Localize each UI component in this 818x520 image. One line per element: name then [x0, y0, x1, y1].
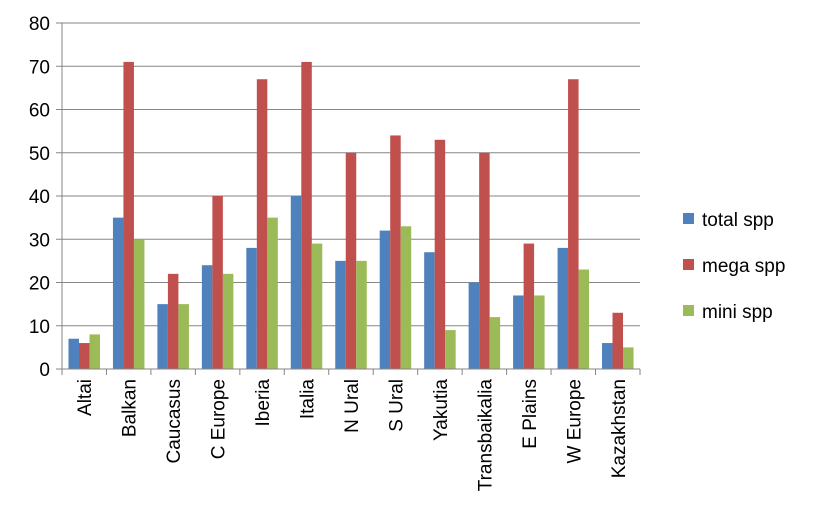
- bar-mini-spp-N-Ural: [356, 260, 367, 369]
- x-category-label: Altai: [75, 379, 96, 416]
- y-tick-label: 40: [29, 187, 50, 208]
- x-category-label: S Ural: [386, 379, 407, 432]
- bar-total-spp-Caucasus: [157, 304, 168, 369]
- x-category-labels: Altai Balkan Caucasus C Europe Iberia Italia N…: [75, 379, 630, 492]
- y-tick-label: 0: [39, 360, 50, 381]
- bar-mini-spp-Balkan: [133, 239, 145, 369]
- bar-mini-spp-Caucasus: [178, 304, 189, 369]
- x-category-label: Balkan: [120, 379, 141, 437]
- bar-mega-spp-Balkan: [123, 61, 134, 370]
- bar-mini-spp-S-Ural: [400, 226, 412, 369]
- bar-mega-spp-W-Europe: [568, 79, 579, 369]
- bar-mega-spp-Caucasus: [167, 273, 179, 369]
- bar-total-spp-Balkan: [112, 217, 124, 369]
- bars: [68, 61, 634, 370]
- bar-mega-spp-C-Europe: [212, 196, 223, 369]
- bar-mega-spp-Altai: [78, 343, 90, 369]
- bar-total-spp-C-Europe: [201, 265, 213, 369]
- bar-mega-spp-S-Ural: [390, 135, 401, 369]
- bar-mini-spp-C-Europe: [222, 273, 234, 369]
- bar-total-spp-Transbaikalia: [468, 282, 480, 369]
- bar-mega-spp-E-Plains: [523, 243, 535, 369]
- bar-mini-spp-W-Europe: [578, 269, 590, 369]
- x-category-label: Iberia: [253, 379, 274, 427]
- bar-total-spp-Iberia: [246, 247, 257, 369]
- bar-mini-spp-Transbaikalia: [489, 317, 501, 369]
- x-category-label: N Ural: [342, 379, 363, 433]
- x-category-label: E Plains: [520, 379, 541, 449]
- bar-total-spp-Altai: [68, 338, 79, 369]
- legend: total spp mega spp mini spp: [683, 210, 785, 323]
- x-category-label: Yakutia: [431, 379, 452, 441]
- legend-label: total spp: [702, 210, 774, 231]
- legend-label: mini spp: [702, 302, 773, 323]
- x-category-label: Italia: [298, 379, 319, 420]
- bar-mini-spp-E-Plains: [534, 295, 545, 369]
- y-tick-label: 50: [29, 144, 50, 165]
- bar-mega-spp-Italia: [301, 61, 312, 370]
- x-category-label: C Europe: [209, 379, 230, 459]
- bar-mini-spp-Iberia: [267, 217, 278, 369]
- bar-mini-spp-Altai: [89, 334, 100, 369]
- bar-total-spp-W-Europe: [557, 247, 569, 369]
- bar-total-spp-S-Ural: [379, 230, 391, 369]
- legend-label: mega spp: [702, 256, 785, 277]
- legend-swatch: [683, 259, 694, 270]
- bar-total-spp-Yakutia: [424, 252, 435, 369]
- bar-mini-spp-Italia: [311, 243, 323, 369]
- bar-mega-spp-Transbaikalia: [479, 152, 490, 369]
- bar-mega-spp-Yakutia: [434, 139, 446, 369]
- bar-total-spp-Italia: [290, 196, 302, 369]
- axes: [61, 23, 641, 375]
- legend-swatch: [683, 213, 694, 224]
- y-tick-label: 20: [29, 274, 50, 295]
- bar-mega-spp-Kazakhstan: [612, 312, 624, 369]
- y-tick-label: 60: [29, 101, 50, 122]
- x-category-label: Caucasus: [164, 379, 185, 464]
- legend-swatch: [683, 305, 694, 316]
- bar-mini-spp-Yakutia: [445, 330, 456, 369]
- bar-total-spp-E-Plains: [513, 295, 524, 369]
- bar-total-spp-Kazakhstan: [602, 343, 613, 369]
- x-category-label: Transbaikalia: [475, 379, 496, 492]
- y-tick-label: 30: [29, 230, 50, 251]
- bar-mini-spp-Kazakhstan: [623, 347, 634, 369]
- y-tick-labels: 0 10 20 30 40 50 60 70 80: [29, 14, 50, 381]
- x-category-label: W Europe: [564, 379, 585, 463]
- y-tick-label: 80: [29, 14, 50, 35]
- bar-total-spp-N-Ural: [335, 260, 346, 369]
- y-tick-label: 70: [29, 57, 50, 78]
- bar-mega-spp-N-Ural: [345, 152, 357, 369]
- x-category-label: Kazakhstan: [609, 379, 630, 478]
- y-tick-label: 10: [29, 317, 50, 338]
- bar-mega-spp-Iberia: [256, 79, 268, 369]
